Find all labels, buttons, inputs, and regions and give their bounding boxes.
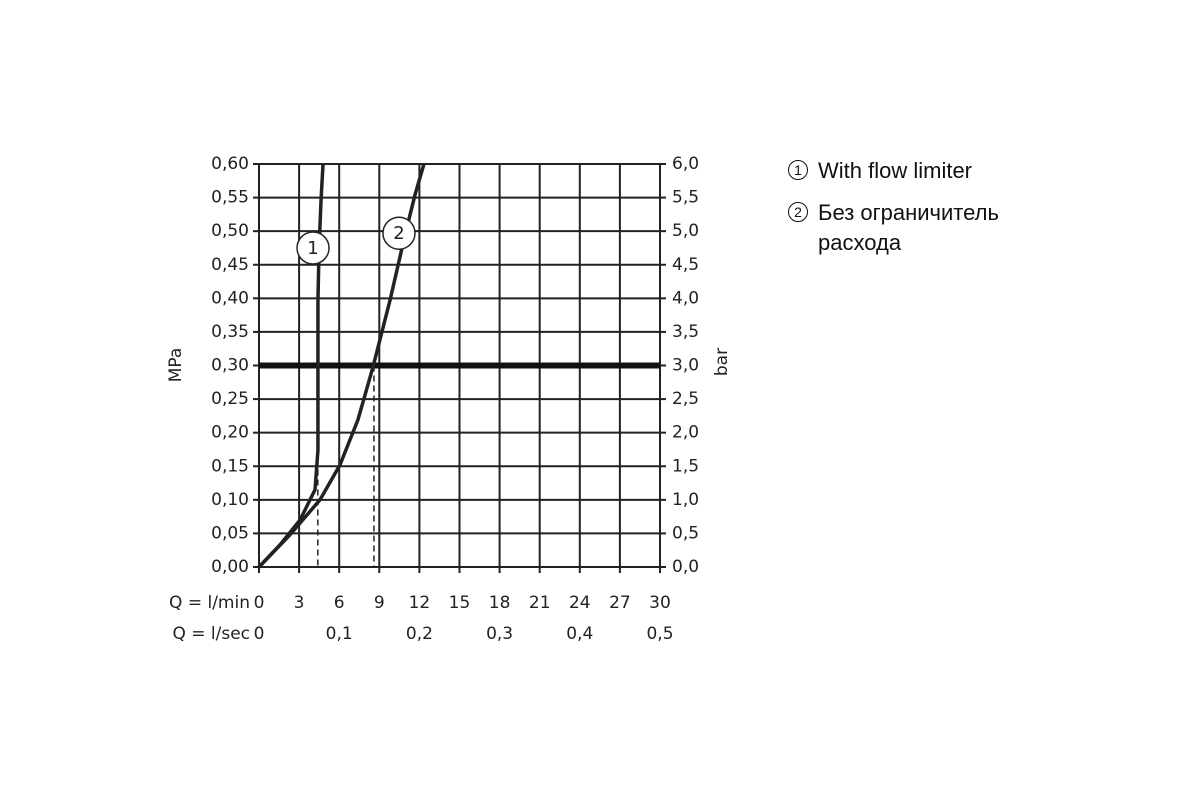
- x-tick-label: 9: [374, 593, 385, 613]
- x-tick-label: 3: [294, 593, 305, 613]
- x2-tick-label: 0,3: [486, 624, 513, 644]
- y2-tick-label: 3,0: [672, 356, 699, 376]
- y-tick-label: 0,05: [211, 523, 249, 543]
- legend: 1 With flow limiter 2 Без ограничитель расх…: [788, 156, 1028, 270]
- x2-tick-label: 0: [254, 624, 265, 644]
- y-tick-label: 0,45: [211, 255, 249, 275]
- x-tick-label: 21: [529, 593, 551, 613]
- y-tick-label: 0,10: [211, 490, 249, 510]
- x2-tick-label: 0,2: [406, 624, 433, 644]
- curve-label: 1: [307, 238, 318, 259]
- legend-label: Без ограничитель расхода: [818, 200, 999, 255]
- y-axis-label: MPa: [166, 348, 186, 383]
- legend-label: With flow limiter: [818, 158, 973, 183]
- y2-tick-label: 3,5: [672, 322, 699, 342]
- y2-tick-label: 4,0: [672, 288, 699, 308]
- legend-item: 1 With flow limiter: [788, 156, 1028, 186]
- y2-tick-label: 5,0: [672, 221, 699, 241]
- y2-tick-label: 0,5: [672, 523, 699, 543]
- x-tick-label: 24: [569, 593, 591, 613]
- x-tick-label: 27: [609, 593, 631, 613]
- y2-tick-label: 0,0: [672, 557, 699, 577]
- x2-tick-label: 0,5: [646, 624, 673, 644]
- y-tick-label: 0,30: [211, 356, 249, 376]
- y2-axis-label: bar: [712, 348, 732, 376]
- y-tick-label: 0,60: [211, 154, 249, 174]
- x2-tick-label: 0,4: [566, 624, 593, 644]
- y-tick-label: 0,35: [211, 322, 249, 342]
- y-tick-label: 0,55: [211, 188, 249, 208]
- y2-tick-label: 2,0: [672, 423, 699, 443]
- legend-badge: 1: [788, 160, 808, 180]
- x-tick-label: 6: [334, 593, 345, 613]
- x-tick-label: 18: [489, 593, 511, 613]
- y-tick-label: 0,20: [211, 423, 249, 443]
- x-tick-label: 0: [254, 593, 265, 613]
- x-tick-label: 12: [409, 593, 431, 613]
- x-tick-label: 15: [449, 593, 471, 613]
- y2-tick-label: 6,0: [672, 154, 699, 174]
- x2-axis-label: Q = l/sec: [172, 624, 250, 644]
- y-tick-label: 0,40: [211, 288, 249, 308]
- x2-tick-label: 0,1: [326, 624, 353, 644]
- y-tick-label: 0,50: [211, 221, 249, 241]
- y2-tick-label: 1,5: [672, 456, 699, 476]
- y-tick-label: 0,25: [211, 389, 249, 409]
- y2-tick-label: 4,5: [672, 255, 699, 275]
- y2-tick-label: 1,0: [672, 490, 699, 510]
- y-tick-label: 0,15: [211, 456, 249, 476]
- y-tick-label: 0,00: [211, 557, 249, 577]
- curve-label: 2: [393, 223, 404, 244]
- y2-tick-label: 2,5: [672, 389, 699, 409]
- legend-badge: 2: [788, 202, 808, 222]
- curve: [257, 163, 426, 569]
- y2-tick-label: 5,5: [672, 188, 699, 208]
- curve-badge: [382, 216, 416, 250]
- x-axis-label: Q = l/min: [169, 593, 250, 613]
- curve-badge: [296, 231, 330, 265]
- legend-item: 2 Без ограничитель расхода: [788, 198, 1028, 258]
- x-tick-label: 30: [649, 593, 671, 613]
